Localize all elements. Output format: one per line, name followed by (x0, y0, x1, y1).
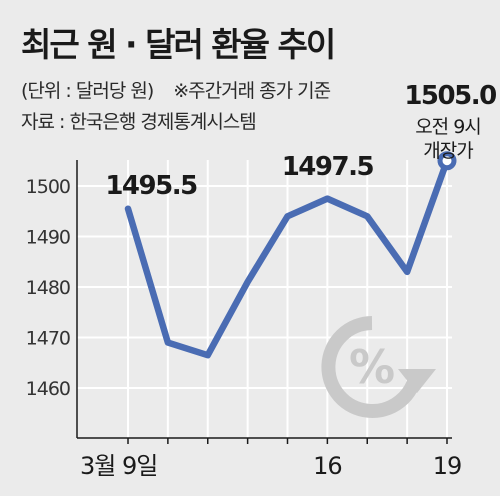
last-point-marker (437, 151, 457, 171)
y-tick-label-1490: 1490 (26, 227, 70, 249)
x-tick-label: 16 (313, 452, 342, 480)
svg-text:%: % (349, 340, 395, 394)
unit-label: (단위 : 달러당 원) (21, 80, 154, 102)
y-tick-label-1480: 1480 (26, 277, 70, 299)
percent-cycle-icon: % (321, 316, 436, 418)
data-label: 1505.0 (404, 81, 496, 111)
source-note: 자료 : 한국은행 경제통계시스템 (21, 111, 257, 133)
y-tick-label-1470: 1470 (26, 328, 70, 350)
y-tick-label-1460: 1460 (26, 378, 70, 400)
last-point-note: 개장가 (423, 140, 473, 162)
chart-title: 최근 원 · 달러 환율 추이 (21, 25, 336, 64)
x-tick-label: 19 (433, 452, 462, 480)
series-line (124, 157, 451, 359)
x-tick-label: 3월 9일 (80, 452, 157, 480)
last-point-note: 오전 9시 (415, 116, 481, 138)
data-label: 1495.5 (105, 171, 197, 201)
unit-and-basis-line: (단위 : 달러당 원) ※주간거래 종가 기준 (21, 76, 331, 103)
basis-note: ※주간거래 종가 기준 (173, 80, 331, 102)
data-label: 1497.5 (282, 152, 374, 182)
y-tick-label-1500: 1500 (26, 176, 70, 198)
